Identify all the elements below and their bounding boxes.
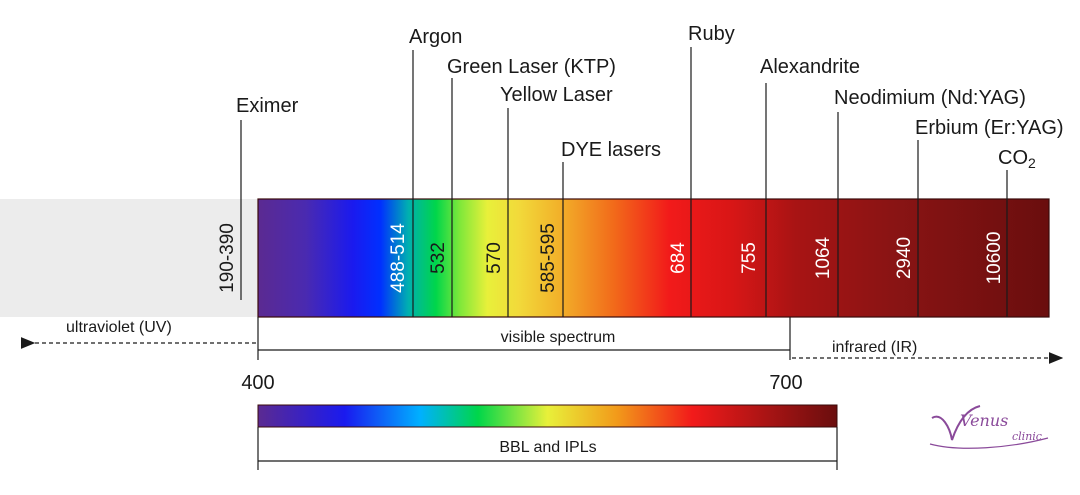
laser-wavelength-4: 585-595 — [538, 223, 559, 293]
laser-wavelength-8: 2940 — [894, 237, 915, 279]
tick-400: 400 — [241, 372, 274, 394]
bbl-label: BBL and IPLs — [499, 439, 596, 456]
laser-wavelength-2: 532 — [428, 242, 449, 274]
visible-label: visible spectrum — [501, 329, 616, 346]
bbl-bar — [257, 404, 838, 428]
laser-wavelength-9: 10600 — [984, 232, 1005, 285]
tick-700: 700 — [769, 372, 802, 394]
laser-name-4: DYE lasers — [561, 139, 661, 161]
laser-name-7: Neodimium (Nd:YAG) — [834, 87, 1026, 109]
laser-name-6: Alexandrite — [760, 56, 860, 78]
laser-name-1: Argon — [409, 26, 462, 48]
spectrum-bar — [257, 198, 1050, 318]
venus-clinic-logo: Venus clinic — [929, 405, 1049, 449]
laser-wavelength-3: 570 — [484, 242, 505, 274]
logo-main: Venus — [960, 411, 1008, 430]
logo-sub: clinic — [1012, 430, 1042, 443]
laser-name-3: Yellow Laser — [500, 84, 613, 106]
laser-name-subscript-9: 2 — [1028, 155, 1036, 171]
laser-name-0: Eximer — [236, 95, 299, 117]
laser-name-9: CO2 — [998, 147, 1036, 171]
laser-name-8: Erbium (Er:YAG) — [915, 117, 1064, 139]
uv-label: ultraviolet (UV) — [66, 319, 172, 336]
laser-markers: Eximer 190-390 Argon 488-514 Green Laser (KT… — [217, 23, 1064, 317]
laser-wavelength-1: 488-514 — [388, 223, 409, 293]
laser-wavelength-7: 1064 — [813, 236, 834, 279]
laser-name-2: Green Laser (KTP) — [447, 56, 616, 78]
laser-wavelength-0: 190-390 — [217, 223, 238, 293]
uv-band — [0, 199, 258, 317]
laser-wavelength-6: 755 — [739, 242, 760, 274]
laser-name-5: Ruby — [688, 23, 735, 45]
laser-wavelength-5: 684 — [668, 242, 689, 274]
ir-label: infrared (IR) — [832, 339, 917, 356]
